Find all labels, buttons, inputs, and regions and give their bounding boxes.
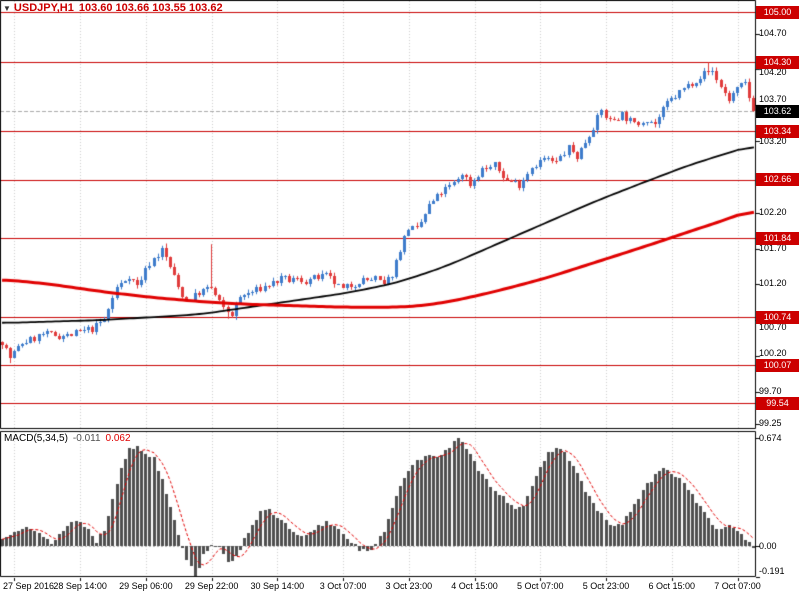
macd-indicator-label: MACD(5,34,5) -0.011 0.062 xyxy=(4,433,136,444)
chart-header: ▼ USDJPY,H1 103.60 103.66 103.55 103.62 xyxy=(3,2,223,14)
macd-axis-label: -0.191 xyxy=(759,566,785,576)
price-axis-label: 99.25 xyxy=(759,417,782,428)
symbol-marker-icon: ▼ xyxy=(3,4,11,13)
symbol-period-label: USDJPY,H1 xyxy=(13,2,74,14)
time-axis-label: 7 Oct 07:00 xyxy=(714,581,761,591)
price-axis-label: 104.20 xyxy=(759,67,787,78)
price-level-badge: 105.00 xyxy=(756,5,799,19)
time-axis-label: 29 Sep 22:00 xyxy=(184,581,239,591)
ohlc-values: 103.60 103.66 103.55 103.62 xyxy=(78,2,223,14)
price-axis-label: 103.70 xyxy=(759,94,787,104)
price-axis-label: 100.70 xyxy=(759,322,787,333)
time-axis-label: 3 Oct 23:00 xyxy=(385,581,433,591)
price-axis-label: 102.20 xyxy=(759,206,787,217)
time-axis-label: 27 Sep 2016 xyxy=(3,581,55,591)
price-axis-label: 104.70 xyxy=(759,27,787,38)
time-axis-label: 5 Oct 07:00 xyxy=(517,581,564,591)
time-axis-label: 28 Sep 14:00 xyxy=(53,581,107,591)
price-level-badge: 101.84 xyxy=(756,231,799,245)
price-level-badge: 102.66 xyxy=(756,173,799,187)
price-axis-label: 100.20 xyxy=(759,348,787,359)
price-level-badge: 100.74 xyxy=(756,310,799,324)
macd-signal-value: 0.062 xyxy=(105,433,131,444)
macd-name: MACD(5,34,5) xyxy=(4,433,68,444)
price-axis-label: 103.20 xyxy=(759,136,787,147)
time-axis-label: 5 Oct 23:00 xyxy=(582,581,630,591)
time-axis-label: 30 Sep 14:00 xyxy=(250,581,305,591)
time-axis-label: 3 Oct 07:00 xyxy=(319,581,367,591)
price-level-badge: 103.34 xyxy=(756,124,799,138)
price-axis-label: 101.70 xyxy=(759,243,787,254)
time-axis[interactable]: 27 Sep 2016 28 Sep 14:00 29 Sep 06:00 29 Se… xyxy=(0,579,800,600)
current-price-badge: 103.62 xyxy=(756,104,799,118)
macd-axis-label: 0.00 xyxy=(759,541,777,552)
price-level-badge: 99.54 xyxy=(756,396,799,410)
macd-axis[interactable]: 0.674 0.00 -0.191 xyxy=(756,0,800,600)
price-axis[interactable]: 104.70 104.20 103.70 103.20 102.20 101.70 101.… xyxy=(756,0,800,577)
time-axis-label: 29 Sep 06:00 xyxy=(119,581,173,591)
time-axis-label: 4 Oct 15:00 xyxy=(451,581,498,591)
price-axis-label: 101.20 xyxy=(759,278,787,289)
price-level-badge: 100.07 xyxy=(756,358,799,372)
time-axis-label: 6 Oct 15:00 xyxy=(648,581,696,591)
macd-axis-label: 0.674 xyxy=(759,433,782,444)
price-level-badge: 104.30 xyxy=(756,55,799,69)
macd-main-value: -0.011 xyxy=(72,433,101,444)
price-axis-label: 99.70 xyxy=(759,385,782,396)
